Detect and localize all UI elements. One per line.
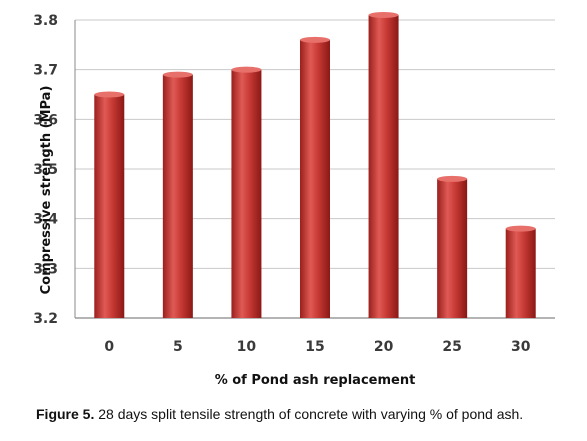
bar <box>162 71 193 318</box>
bar <box>368 12 399 319</box>
bars <box>94 12 536 319</box>
bar <box>231 66 262 319</box>
bar-cap <box>505 225 536 232</box>
x-tick-label: 30 <box>511 339 531 355</box>
bar <box>505 225 536 318</box>
x-axis-title: % of Pond ash replacement <box>215 373 416 388</box>
bar-body <box>162 74 193 318</box>
caption-text: 28 days split tensile strength of concre… <box>94 406 524 422</box>
y-tick-label: 3.3 <box>33 261 58 277</box>
bar-cap <box>231 66 262 73</box>
y-tick-label: 3.2 <box>33 311 58 327</box>
y-tick-label: 3.4 <box>33 212 58 228</box>
x-tick-label: 15 <box>305 339 324 355</box>
bar-body <box>300 39 330 318</box>
y-axis-ticks: 3.2 3.3 3.4 3.5 3.6 3.7 3.8 <box>33 13 58 327</box>
x-tick-label: 10 <box>237 339 257 355</box>
x-axis-ticks: 0 5 10 15 20 25 30 <box>104 339 530 355</box>
bar <box>300 36 330 318</box>
y-tick-label: 3.6 <box>33 112 58 128</box>
bar-cap <box>368 12 399 19</box>
bar-cap <box>162 71 193 78</box>
y-tick-label: 3.7 <box>33 63 58 79</box>
bar-body <box>368 15 399 319</box>
bar-cap <box>437 175 468 182</box>
x-tick-label: 0 <box>104 339 114 355</box>
bar-cap <box>300 36 330 43</box>
figure-caption: Figure 5. 28 days split tensile strength… <box>36 406 576 422</box>
y-tick-label: 3.5 <box>33 162 58 178</box>
bar <box>94 91 125 318</box>
y-tick-label: 3.8 <box>33 13 58 29</box>
x-tick-label: 25 <box>442 339 461 355</box>
x-tick-label: 5 <box>173 339 183 355</box>
bar-body <box>94 94 125 318</box>
bar <box>437 175 468 318</box>
bar-body <box>231 69 262 319</box>
bar-cap <box>94 91 125 98</box>
x-tick-label: 20 <box>374 339 394 355</box>
bar-body <box>437 178 468 318</box>
y-axis-title: Compressive strength (MPa) <box>39 86 54 295</box>
bar-body <box>505 228 536 318</box>
caption-label: Figure 5. <box>36 406 95 422</box>
bar-chart: 3.2 3.3 3.4 3.5 3.6 3.7 3.8 0 5 10 15 20 25 30 Compr… <box>33 12 555 388</box>
